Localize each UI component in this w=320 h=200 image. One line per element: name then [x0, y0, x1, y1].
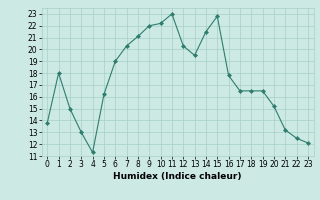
X-axis label: Humidex (Indice chaleur): Humidex (Indice chaleur)	[113, 172, 242, 181]
